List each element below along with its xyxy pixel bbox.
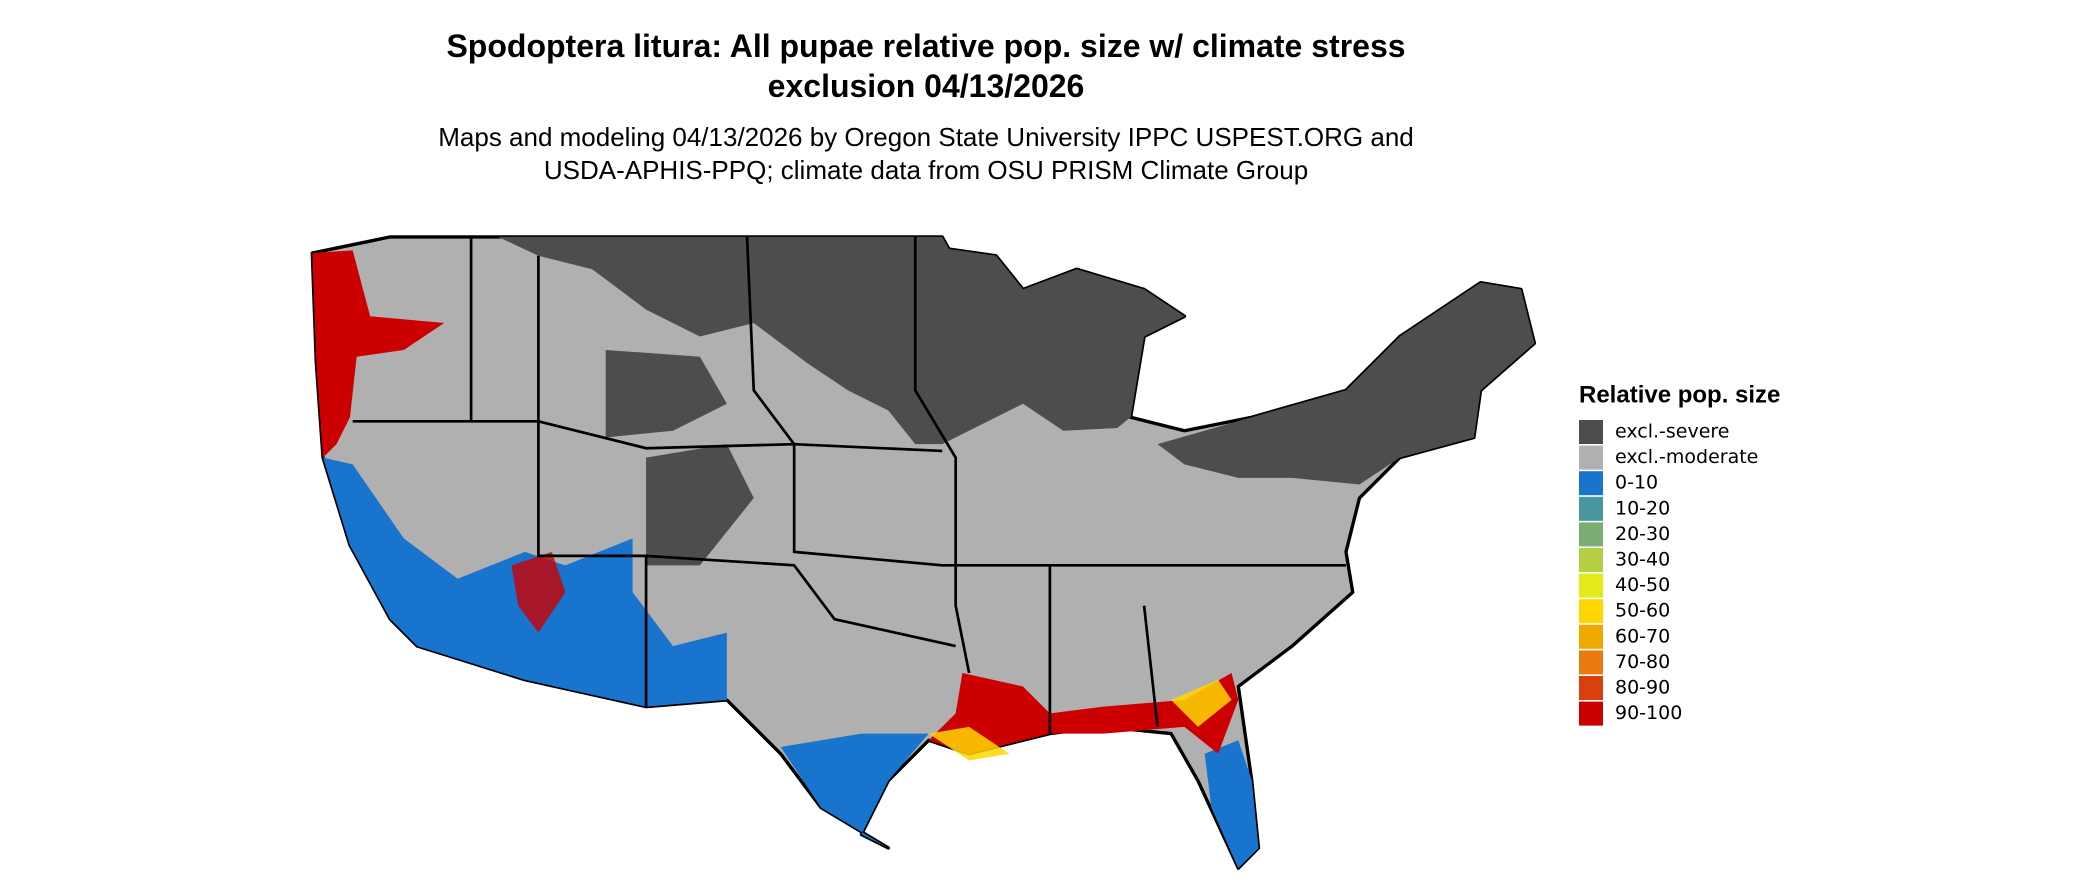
subtitle-line: Maps and modeling 04/13/2026 by Oregon S… xyxy=(438,122,1414,152)
legend-title: Relative pop. size xyxy=(1579,381,1780,408)
range-red xyxy=(312,250,445,458)
severe-region xyxy=(646,444,754,566)
us-map xyxy=(310,235,1537,870)
range-red xyxy=(511,551,566,633)
range-blue xyxy=(1204,740,1259,869)
range-yellow xyxy=(928,726,1010,761)
legend-swatch xyxy=(1579,573,1603,598)
severe-region xyxy=(1157,282,1535,485)
legend-swatch xyxy=(1579,522,1603,547)
legend-swatch xyxy=(1579,548,1603,572)
legend-label: excl.-severe xyxy=(1615,421,1730,443)
range-blue xyxy=(780,733,929,848)
legend-label: 70-80 xyxy=(1615,651,1670,673)
severe-region xyxy=(498,236,1185,445)
range-red xyxy=(928,673,1239,754)
subtitle: Maps and modeling 04/13/2026 by Oregon S… xyxy=(326,121,1526,187)
legend-label: 80-90 xyxy=(1615,677,1670,699)
legend-swatch xyxy=(1579,496,1603,521)
subtitle-line: USDA-APHIS-PPQ; climate data from OSU PR… xyxy=(543,155,1309,185)
legend-label: 0-10 xyxy=(1615,472,1658,494)
legend-label: 90-100 xyxy=(1615,702,1682,724)
legend-label: 30-40 xyxy=(1615,549,1670,571)
legend-swatch xyxy=(1579,420,1603,444)
legend-label: 60-70 xyxy=(1615,625,1670,647)
legend-swatch xyxy=(1579,445,1603,470)
range-yellow xyxy=(1171,679,1232,727)
title-line: Spodoptera litura: All pupae relative po… xyxy=(446,28,1406,64)
legend-label: excl.-moderate xyxy=(1615,446,1758,468)
legend-swatch xyxy=(1579,676,1603,700)
state-borders xyxy=(352,236,1346,734)
legend-swatch xyxy=(1579,701,1603,726)
title-line: exclusion 04/13/2026 xyxy=(767,68,1085,104)
severe-region xyxy=(605,349,727,438)
legend-swatch xyxy=(1579,599,1603,624)
legend-swatch xyxy=(1579,650,1603,675)
legend-label: 40-50 xyxy=(1615,574,1670,596)
title: Spodoptera litura: All pupae relative po… xyxy=(326,26,1526,106)
legend-label: 20-30 xyxy=(1615,523,1670,545)
legend-swatch xyxy=(1579,471,1603,496)
legend-label: 50-60 xyxy=(1615,600,1670,622)
legend-swatch xyxy=(1579,624,1603,649)
legend-label: 10-20 xyxy=(1615,497,1670,519)
